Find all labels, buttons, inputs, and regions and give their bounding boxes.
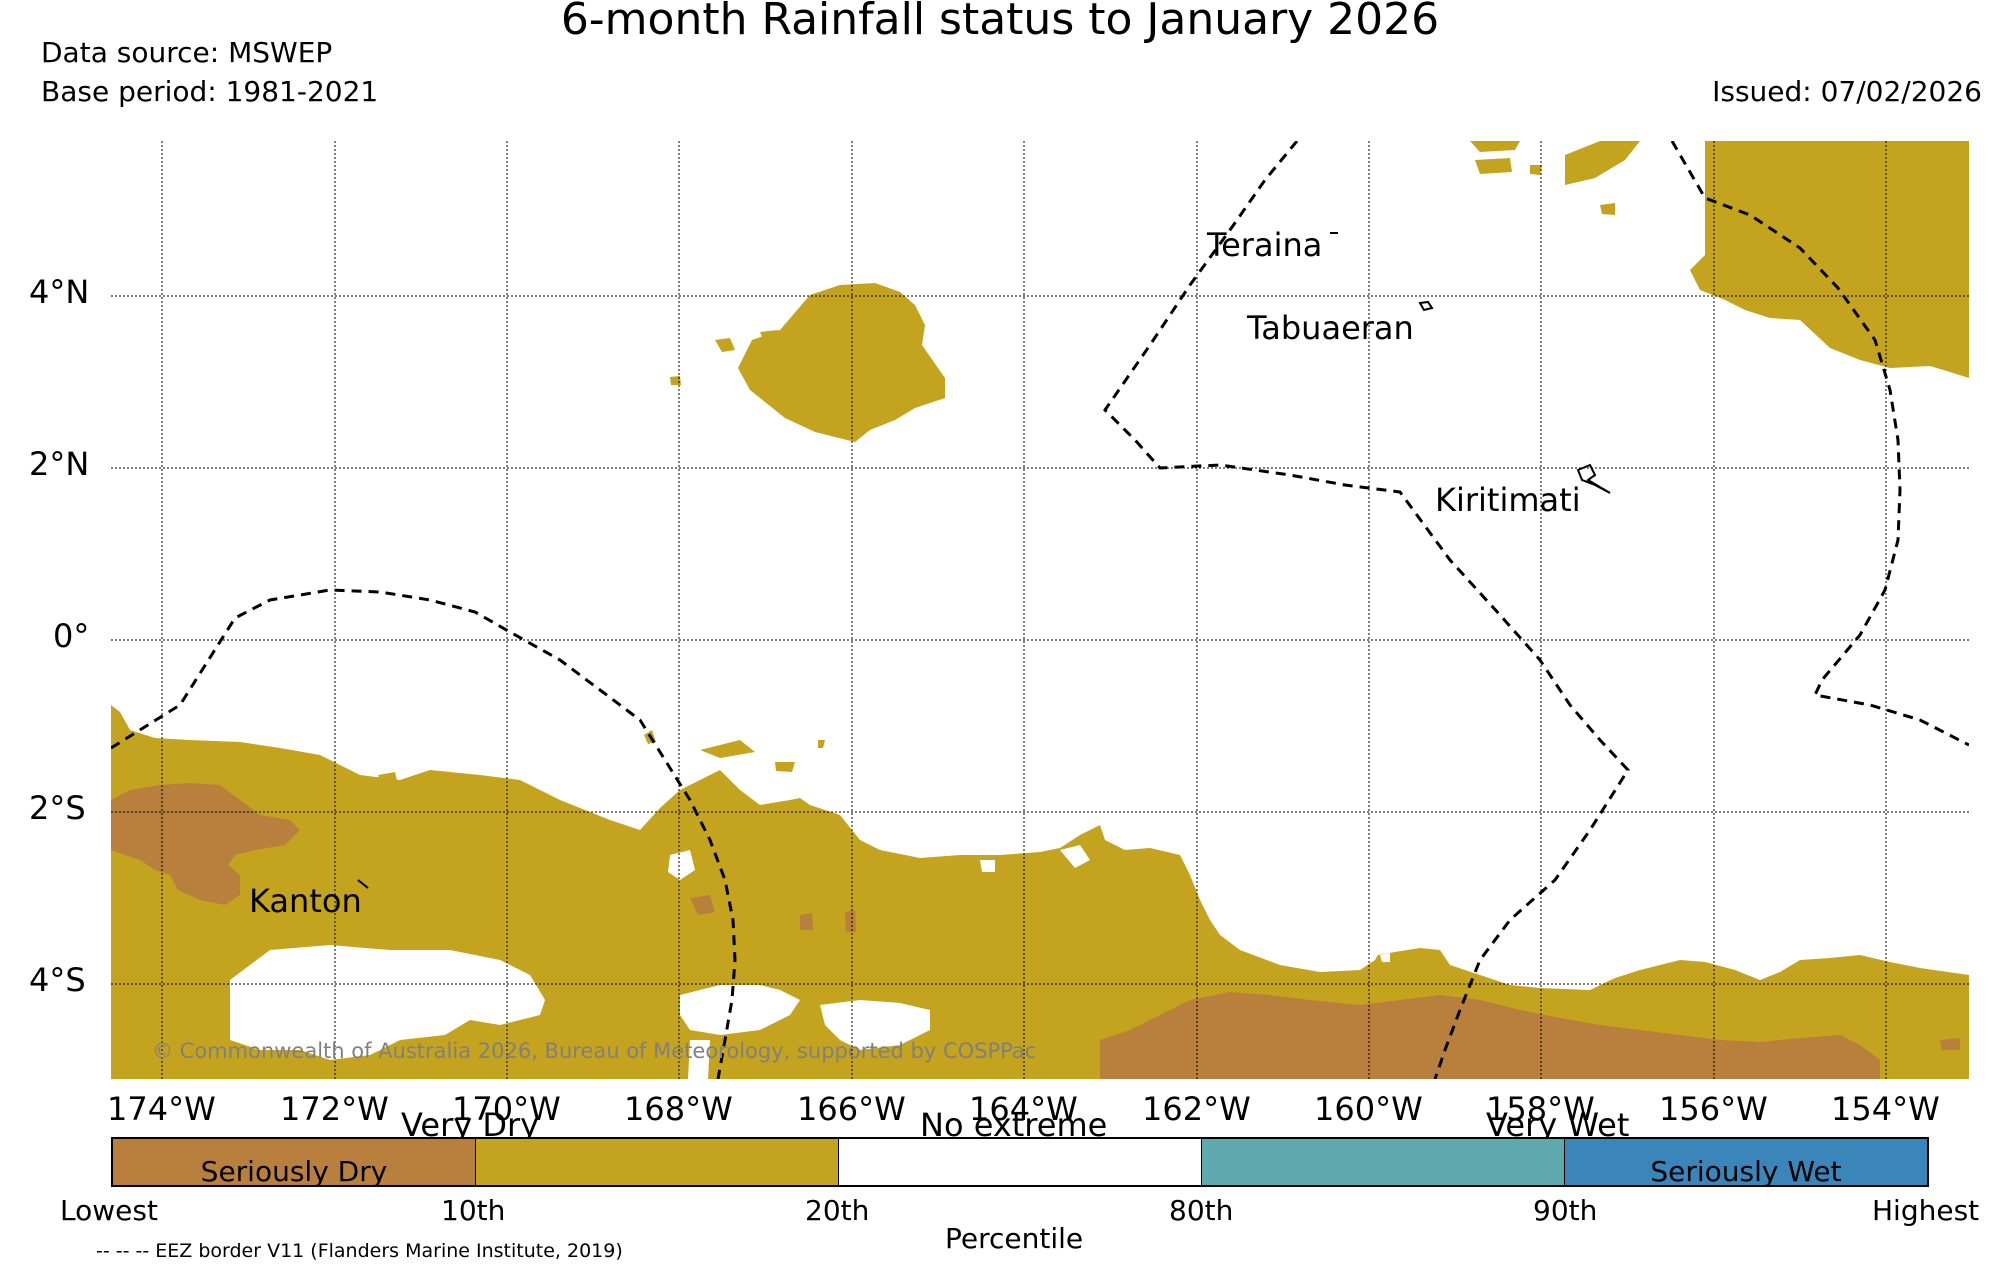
legend-percentile-label: 80th: [1169, 1194, 1234, 1227]
place-label-tabuaeran: Tabuaeran: [1247, 309, 1414, 347]
legend-swatch-label: Seriously Dry: [200, 1154, 388, 1188]
data-source-text: Data source: MSWEP: [41, 36, 333, 69]
map-title: 6-month Rainfall status to January 2026: [560, 0, 1440, 45]
copyright-notice: © Commonwealth of Australia 2026, Bureau…: [152, 1039, 1037, 1063]
legend-percentile-label: 20th: [805, 1194, 870, 1227]
lon-label: 172°W: [280, 1090, 389, 1128]
graticule: [111, 141, 1969, 1079]
lon-label: 166°W: [797, 1090, 906, 1128]
lat-label: 4°S: [29, 961, 86, 999]
legend-percentile-label: Highest: [1872, 1194, 1980, 1227]
eez-border-note: -- -- -- EEZ border V11 (Flanders Marine…: [96, 1240, 623, 1262]
very-dry-regions: [111, 141, 1969, 1079]
seriously-dry-regions: [111, 783, 1960, 1079]
legend-swatch-very-wet: [1202, 1139, 1565, 1185]
place-label-teraina: Teraina: [1207, 226, 1323, 264]
map-area: [111, 141, 1969, 1079]
lon-label: 174°W: [107, 1090, 216, 1128]
lat-label: 4°N: [29, 273, 90, 311]
lon-label: 162°W: [1142, 1090, 1251, 1128]
legend-axis-label: Percentile: [945, 1222, 1084, 1255]
lon-label: 170°W: [452, 1090, 561, 1128]
legend-colorbar: Seriously Dry Seriously Wet: [111, 1137, 1929, 1188]
legend-swatch-seriously-wet: Seriously Wet: [1565, 1139, 1927, 1188]
legend-percentile-label: 10th: [441, 1194, 506, 1227]
lat-label: 2°S: [29, 789, 86, 827]
base-period-text: Base period: 1981-2021: [41, 75, 379, 108]
no-extreme-gaps: [230, 845, 1390, 1079]
legend-swatch-very-dry: [476, 1139, 839, 1185]
lon-label: 160°W: [1314, 1090, 1423, 1128]
lon-label: 164°W: [969, 1090, 1078, 1128]
place-label-kiritimati: Kiritimati: [1435, 481, 1581, 519]
legend-swatch-label: Seriously Wet: [1650, 1154, 1842, 1188]
eez-borders: [111, 141, 1969, 1079]
legend-swatch-seriously-dry: Seriously Dry: [113, 1139, 476, 1188]
legend-percentile-label: 90th: [1533, 1194, 1598, 1227]
lon-label: 154°W: [1831, 1090, 1940, 1128]
legend-swatch-no-extreme: [839, 1139, 1202, 1185]
lon-label: 158°W: [1486, 1090, 1595, 1128]
lat-label: 2°N: [29, 445, 90, 483]
island-outlines: [357, 232, 1611, 889]
lon-label: 168°W: [624, 1090, 733, 1128]
issued-date-text: Issued: 07/02/2026: [1712, 75, 1982, 108]
place-label-kanton: Kanton: [249, 882, 362, 920]
lat-label: 0°: [53, 617, 90, 655]
legend-percentile-label: Lowest: [60, 1194, 158, 1227]
lon-label: 156°W: [1659, 1090, 1768, 1128]
